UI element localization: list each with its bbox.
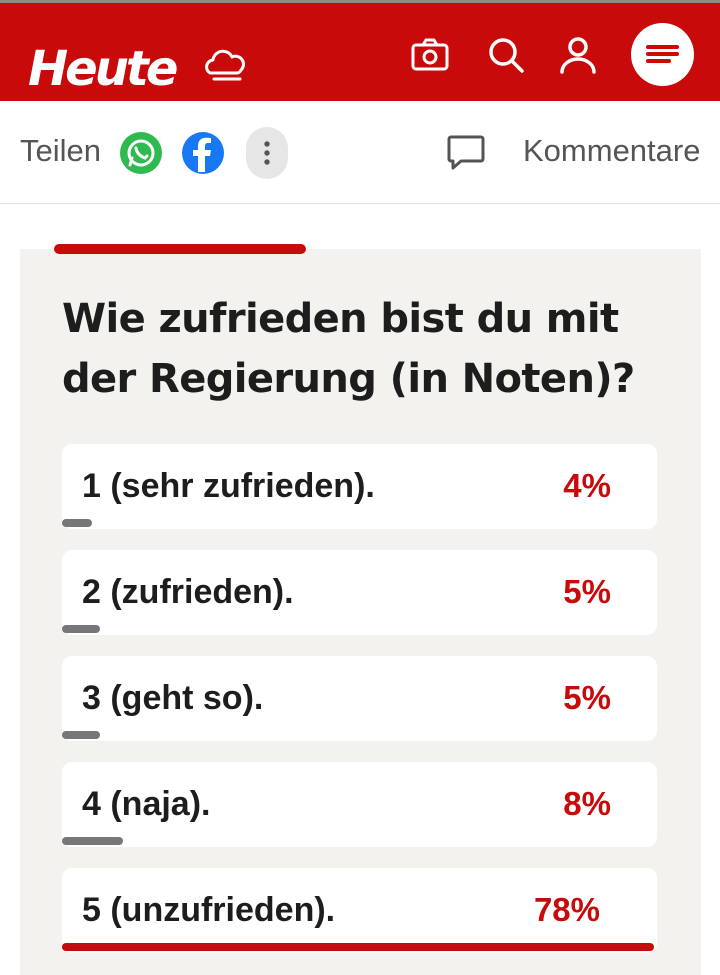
poll-question: Wie zufrieden bist du mit der Regierung … xyxy=(62,296,635,402)
poll-option-percent: 8% xyxy=(563,785,611,822)
user-icon[interactable] xyxy=(558,35,598,75)
poll-option-bar xyxy=(62,731,100,739)
site-header: Heute xyxy=(0,3,720,101)
poll-option-label: 5 (unzufrieden). xyxy=(82,891,336,929)
share-bar: Teilen Kommentare xyxy=(0,101,720,204)
site-logo[interactable]: Heute xyxy=(28,41,178,97)
poll-option-percent: 4% xyxy=(563,467,611,504)
facebook-icon[interactable] xyxy=(182,132,224,174)
poll-option-percent: 5% xyxy=(563,573,611,610)
search-icon[interactable] xyxy=(486,35,526,75)
whatsapp-icon[interactable] xyxy=(120,132,162,174)
weather-cloud-icon[interactable] xyxy=(202,43,248,83)
poll-option-bar xyxy=(62,519,93,527)
poll-option[interactable]: 4 (naja). 8% xyxy=(62,762,657,847)
more-options-button[interactable] xyxy=(246,127,288,179)
camera-icon[interactable] xyxy=(410,35,450,75)
comment-icon[interactable] xyxy=(446,131,486,173)
poll-option[interactable]: 5 (unzufrieden). 78% xyxy=(62,868,657,953)
poll-option-percent: 5% xyxy=(563,679,611,716)
comments-link[interactable]: Kommentare xyxy=(523,133,701,168)
menu-icon xyxy=(646,45,679,63)
more-options-icon xyxy=(264,141,270,165)
poll-option-bar xyxy=(62,625,100,633)
poll-option-label: 2 (zufrieden). xyxy=(82,573,294,611)
top-divider xyxy=(0,0,720,3)
poll-accent-bar xyxy=(54,244,306,254)
poll-option[interactable]: 3 (geht so). 5% xyxy=(62,656,657,741)
poll-option[interactable]: 2 (zufrieden). 5% xyxy=(62,550,657,635)
poll-option-percent: 78% xyxy=(533,891,600,928)
poll-option-label: 3 (geht so). xyxy=(82,679,264,717)
poll-option-bar xyxy=(62,943,654,951)
poll-option-label: 1 (sehr zufrieden). xyxy=(82,467,375,505)
poll-option-bar xyxy=(62,837,123,845)
poll-option-label: 4 (naja). xyxy=(82,785,211,823)
poll-option[interactable]: 1 (sehr zufrieden). 4% xyxy=(62,444,657,529)
share-label: Teilen xyxy=(20,133,101,168)
menu-button[interactable] xyxy=(631,23,694,86)
